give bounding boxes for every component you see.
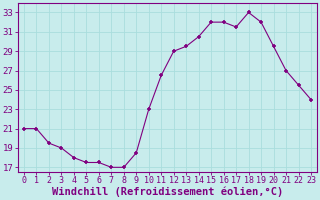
X-axis label: Windchill (Refroidissement éolien,°C): Windchill (Refroidissement éolien,°C): [52, 187, 283, 197]
